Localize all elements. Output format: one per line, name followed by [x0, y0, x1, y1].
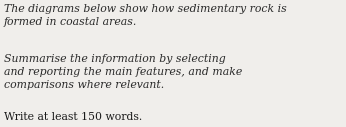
Text: Summarise the information by selecting
and reporting the main features, and make: Summarise the information by selecting a…	[4, 54, 243, 90]
Text: The diagrams below show how sedimentary rock is
formed in coastal areas.: The diagrams below show how sedimentary …	[4, 4, 287, 27]
Text: Write at least 150 words.: Write at least 150 words.	[4, 112, 143, 122]
